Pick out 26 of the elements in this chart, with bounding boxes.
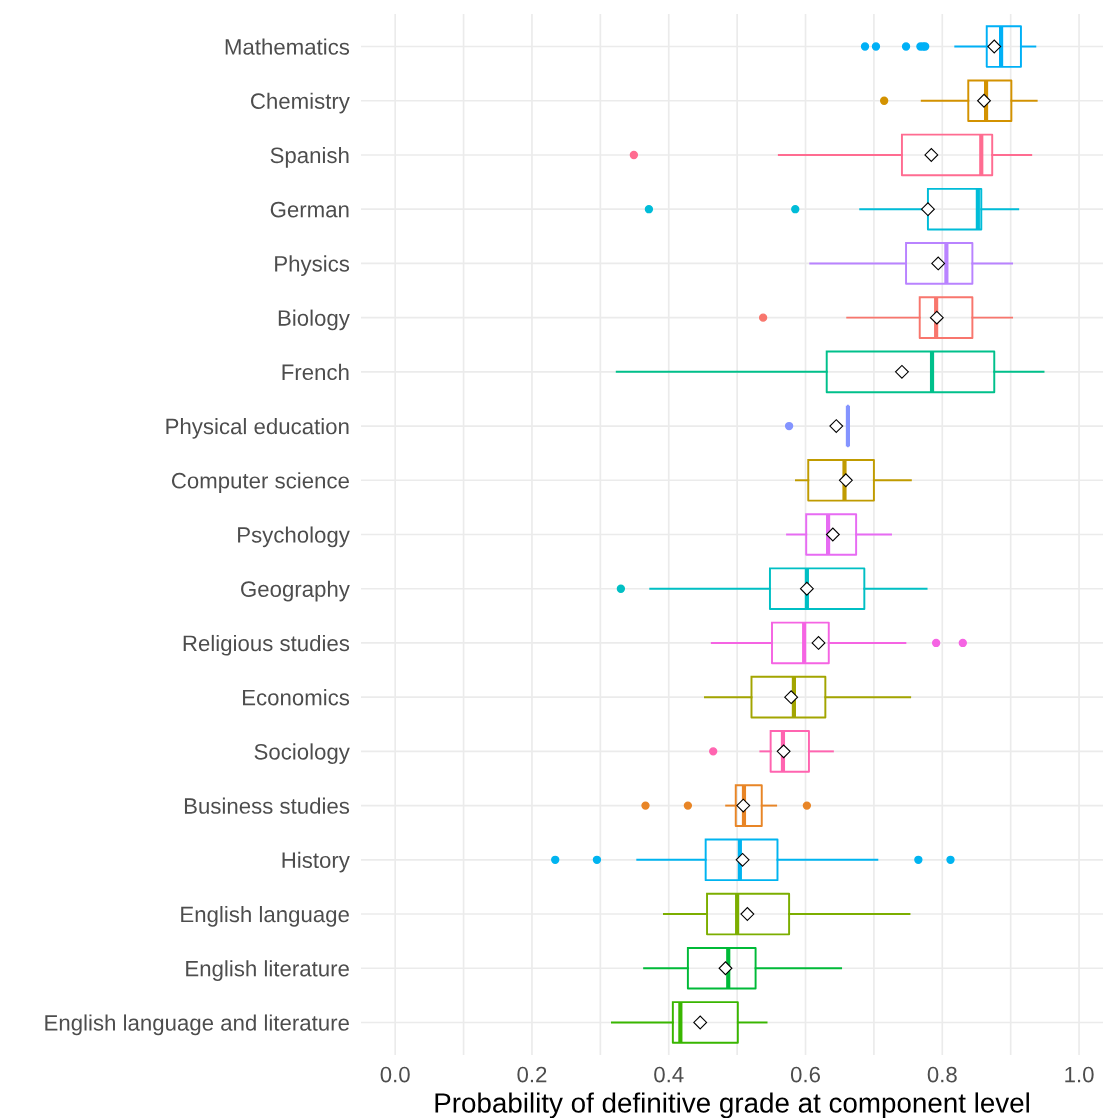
y-tick-label: Business studies	[184, 797, 350, 814]
x-tick-label: 1.0	[1065, 1066, 1094, 1083]
y-tick-label: Sociology	[254, 743, 350, 765]
x-tick-label: 0.8	[927, 1066, 957, 1083]
y-tick-label: Psychology	[238, 526, 350, 548]
x-tick-label: 0.0	[380, 1066, 410, 1083]
y-tick-label: English literature	[186, 960, 349, 981]
y-tick-label: Biology	[278, 309, 350, 331]
y-tick-label: German	[270, 201, 349, 218]
y-tick-label: Geography	[241, 580, 350, 602]
y-tick-label: English language and literature	[45, 1014, 349, 1036]
y-tick-label: French	[282, 363, 349, 381]
y-tick-label: Economics	[243, 689, 350, 706]
y-tick-label: Physics	[275, 255, 350, 277]
x-tick-label: 0.6	[790, 1066, 820, 1083]
x-tick-label: 0.2	[517, 1066, 547, 1083]
y-tick-label: Religious studies	[183, 634, 350, 656]
y-tick-label: Physical education	[166, 418, 349, 439]
y-tick-label: Chemistry	[251, 92, 350, 114]
y-tick-label: Spanish	[270, 146, 349, 168]
y-tick-label: Computer science	[171, 472, 349, 493]
x-tick-label: 0.4	[654, 1066, 684, 1083]
y-tick-label: History	[282, 851, 350, 873]
x-axis-title: Probability of definitive grade at component level	[435, 1092, 1029, 1118]
y-tick-label: English language	[181, 905, 349, 927]
y-tick-label: Mathematics	[225, 38, 350, 55]
